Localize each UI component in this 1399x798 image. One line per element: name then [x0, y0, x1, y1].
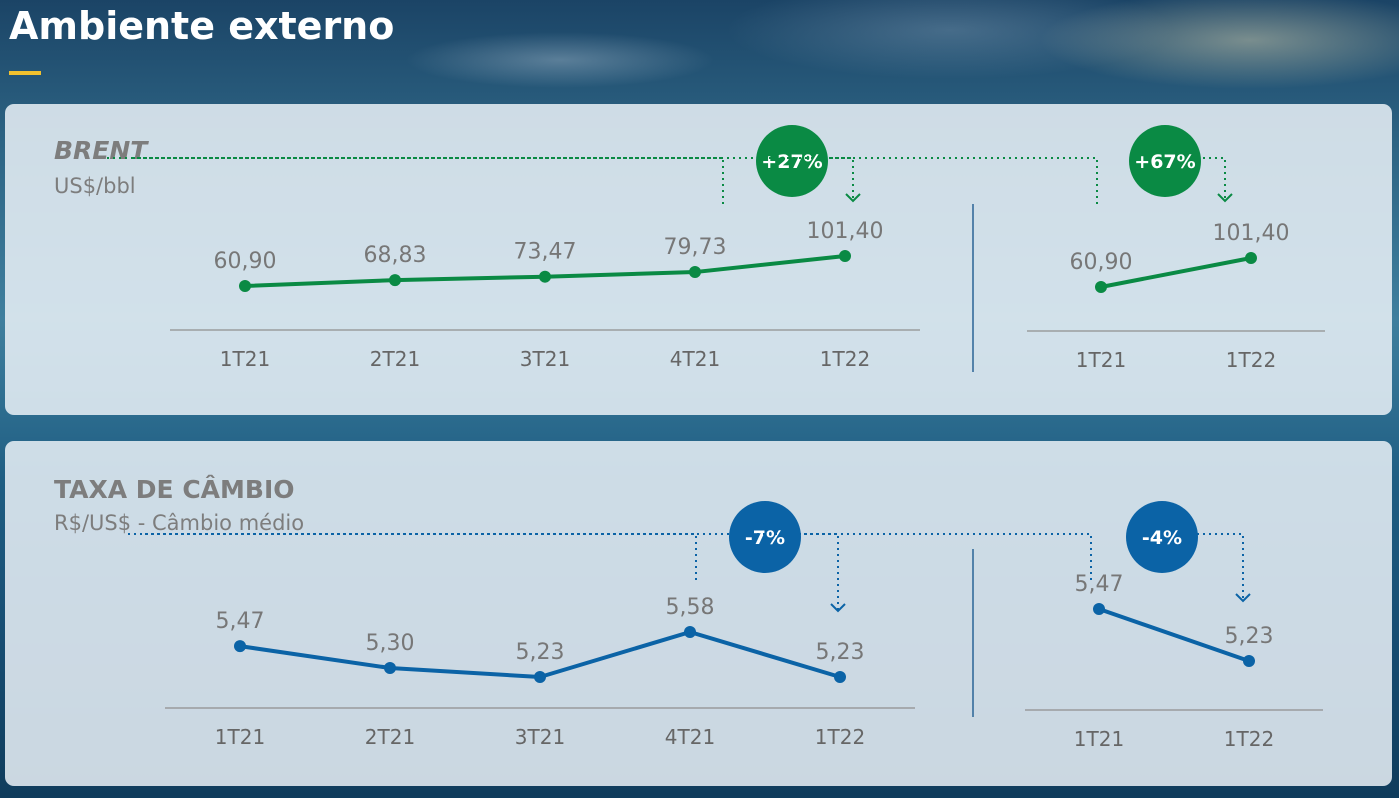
- data-label: 5,58: [666, 595, 715, 620]
- category-label: 3T21: [515, 725, 565, 749]
- category-label: 1T22: [820, 347, 870, 371]
- change-badge-label: +27%: [761, 151, 822, 173]
- data-label: 5,23: [516, 640, 565, 665]
- data-point: [684, 626, 696, 638]
- change-bracket-right: [768, 533, 839, 611]
- category-label: 1T22: [1224, 727, 1274, 751]
- change-bracket-left: [125, 533, 697, 580]
- change-badge: [1129, 125, 1201, 197]
- change-bracket-right: [1173, 533, 1244, 601]
- brent-title: BRENT: [54, 136, 148, 165]
- data-label: 73,47: [514, 240, 577, 265]
- series-line: [1097, 607, 1251, 663]
- data-label: 60,90: [1070, 250, 1133, 275]
- change-badge-label: -7%: [745, 527, 785, 549]
- fx-quarterly-chart: -7% 5,47 1T21 5,30 2T21 5,23 3T21 5,58 4T21 5,23 1…: [125, 501, 915, 749]
- category-label: 2T21: [370, 347, 420, 371]
- category-label: 4T21: [670, 347, 720, 371]
- category-label: 3T21: [520, 347, 570, 371]
- title-accent-bar: [9, 71, 41, 75]
- fx-chart-svg: -7% 5,47 1T21 5,30 2T21 5,23 3T21 5,58 4T21 5,23 1…: [125, 501, 1323, 751]
- fx-ytd-chart: -4% 5,47 1T21 5,23 1T22: [141, 501, 1323, 751]
- brent-panel: BRENT US$/bbl +27% 60,90 1T21 68,83 2T21 73,4…: [5, 104, 1392, 415]
- change-badge: [729, 501, 801, 573]
- data-label: 79,73: [664, 235, 727, 260]
- change-bracket-left: [141, 533, 1092, 580]
- fx-panel: TAXA DE CÂMBIO R$/US$ - Câmbio médio -7%…: [5, 441, 1392, 786]
- category-label: 1T22: [815, 725, 865, 749]
- category-label: 1T21: [1076, 348, 1126, 372]
- data-label: 101,40: [1213, 221, 1290, 246]
- data-point: [239, 280, 251, 292]
- category-label: 2T21: [365, 725, 415, 749]
- data-label: 101,40: [807, 219, 884, 244]
- data-label: 5,47: [1075, 572, 1124, 597]
- change-arrowhead: [845, 193, 861, 203]
- category-label: 1T21: [220, 347, 270, 371]
- fx-subtitle: R$/US$ - Câmbio médio: [54, 511, 305, 535]
- page-title: Ambiente externo: [9, 4, 395, 48]
- data-label: 68,83: [364, 243, 427, 268]
- change-arrowhead: [1235, 593, 1251, 603]
- data-point: [689, 266, 701, 279]
- data-label: 5,30: [366, 631, 415, 656]
- category-label: 1T21: [1074, 727, 1124, 751]
- fx-title: TAXA DE CÂMBIO: [54, 475, 295, 504]
- data-point: [834, 671, 846, 683]
- data-point: [1095, 281, 1107, 293]
- change-badge-label: -4%: [1142, 527, 1182, 549]
- change-bracket-left: [105, 157, 724, 204]
- data-label: 5,23: [1225, 624, 1274, 649]
- change-arrowhead: [830, 603, 846, 613]
- category-label: 1T21: [215, 725, 265, 749]
- data-point: [839, 250, 851, 262]
- brent-ytd-chart: +67% 60,90 1T21 101,40 1T22: [131, 125, 1325, 372]
- data-point: [234, 640, 246, 653]
- data-point: [1093, 603, 1105, 615]
- data-label: 5,47: [216, 609, 265, 634]
- data-point: [389, 274, 401, 287]
- change-bracket-left: [131, 157, 1098, 204]
- brent-quarterly-chart: +27% 60,90 1T21 68,83 2T21 73,47 3T21 79,73 4T21…: [105, 125, 920, 371]
- change-badge: [1126, 501, 1198, 573]
- data-point: [1243, 655, 1255, 667]
- category-label: 1T22: [1226, 348, 1276, 372]
- change-badge: [756, 125, 828, 197]
- data-point: [1245, 252, 1257, 264]
- data-label: 5,23: [816, 640, 865, 665]
- brent-chart-svg: +27% 60,90 1T21 68,83 2T21 73,47 3T21 79,73 4T21…: [105, 125, 1325, 372]
- data-point: [539, 270, 551, 283]
- series-line: [1099, 256, 1253, 289]
- data-point: [384, 662, 396, 674]
- change-badge-label: +67%: [1134, 151, 1195, 173]
- brent-subtitle: US$/bbl: [54, 174, 136, 198]
- change-arrowhead: [1217, 193, 1233, 203]
- data-label: 60,90: [214, 249, 277, 274]
- category-label: 4T21: [665, 725, 715, 749]
- data-point: [534, 671, 546, 683]
